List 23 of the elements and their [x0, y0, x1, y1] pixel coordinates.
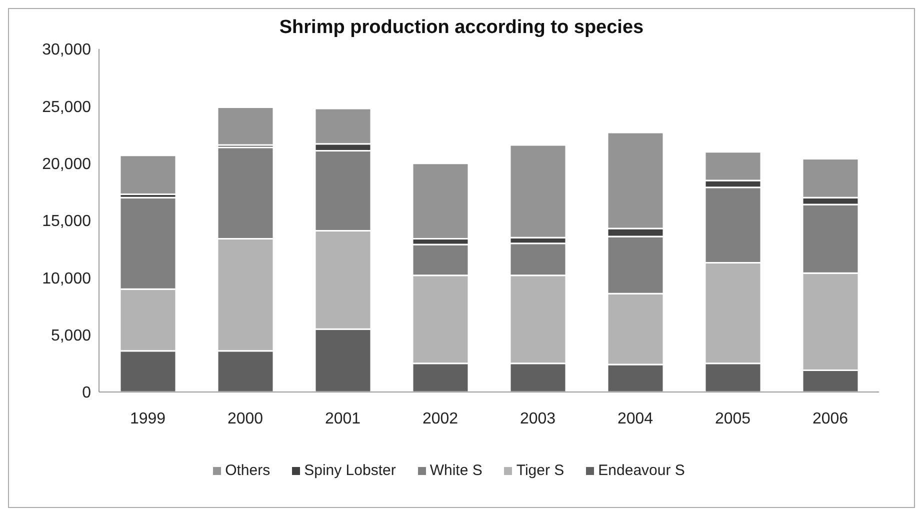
legend-label: Endeavour S [598, 462, 685, 479]
y-tick-label: 0 [82, 384, 92, 402]
bar [119, 154, 177, 195]
x-tick-label: 2002 [422, 410, 458, 428]
x-tick-label: 2001 [324, 410, 361, 428]
legend-label: Tiger S [516, 462, 564, 479]
bar [216, 106, 274, 146]
x-tick-label: 2006 [812, 410, 848, 428]
legend-label: White S [430, 462, 482, 479]
y-tick-label: 5,000 [50, 328, 92, 345]
x-tick-label: 1999 [130, 410, 166, 428]
y-tick-label: 30,000 [42, 42, 92, 59]
y-tick-label: 10,000 [42, 270, 92, 288]
legend-label: Spiny Lobster [304, 462, 396, 479]
y-tick-label: 15,000 [42, 213, 92, 230]
chart-title: Shrimp production according to species [278, 17, 645, 39]
y-tick-label: 20,000 [42, 156, 92, 174]
legend-label: Others [225, 462, 270, 479]
y-tick-label: 25,000 [42, 98, 92, 116]
x-tick-label: 2003 [520, 410, 556, 428]
x-tick-label: 2004 [617, 410, 654, 428]
x-tick-label: 2000 [227, 410, 264, 428]
x-tick-label: 2005 [714, 410, 751, 428]
